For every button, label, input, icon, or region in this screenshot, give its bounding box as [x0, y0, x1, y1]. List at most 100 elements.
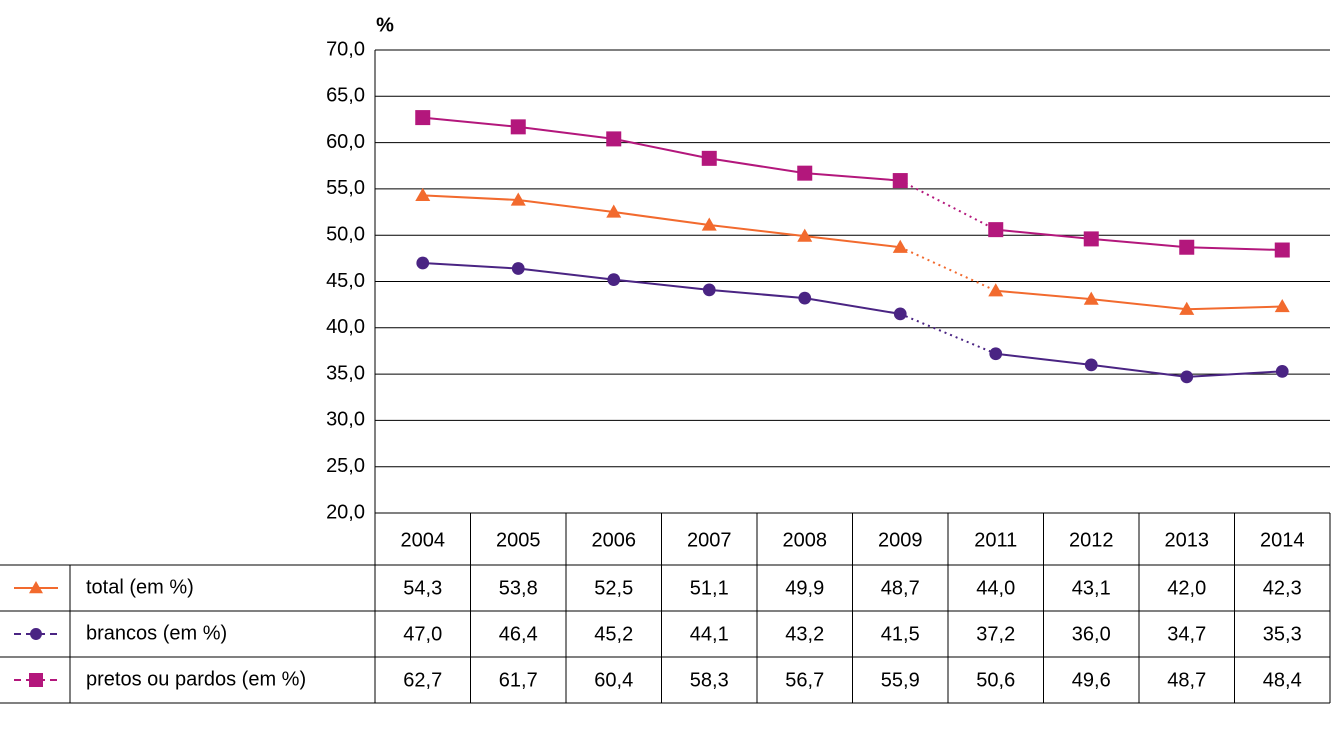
line-segment: [518, 125, 614, 140]
x-tick-label: 2006: [592, 529, 637, 551]
point: [510, 192, 526, 206]
point: [416, 256, 430, 270]
table-value: 55,9: [881, 669, 920, 691]
table-value: 37,2: [976, 623, 1015, 645]
point: [892, 239, 908, 253]
table-value: 54,3: [403, 577, 442, 599]
point: [1083, 291, 1099, 305]
x-tick-label: 2005: [496, 529, 541, 551]
line-segment: [613, 137, 710, 160]
line-segment: [422, 194, 519, 202]
line-segment: [709, 288, 805, 300]
table-value: 43,1: [1072, 577, 1111, 599]
table-value: 48,7: [881, 577, 920, 599]
table-value: 36,0: [1072, 623, 1111, 645]
point: [1275, 364, 1289, 378]
legend-marker: [29, 673, 43, 687]
x-tick-label: 2012: [1069, 529, 1114, 551]
table-value: 47,0: [403, 623, 442, 645]
line-segment: [804, 235, 901, 249]
line-segment: [995, 228, 1092, 240]
line-segment: [1186, 305, 1283, 311]
dotted-segment: [899, 246, 997, 292]
line-segment: [518, 199, 614, 214]
point: [1083, 231, 1099, 247]
point: [798, 291, 812, 305]
point: [607, 273, 621, 287]
point: [1274, 299, 1290, 313]
line-segment: [709, 224, 805, 238]
line-segment: [995, 289, 1092, 301]
y-tick-label: 30,0: [326, 409, 365, 431]
table-value: 50,6: [976, 669, 1015, 691]
x-tick-label: 2007: [687, 529, 732, 551]
y-tick-label: 25,0: [326, 455, 365, 477]
x-tick-label: 2008: [783, 529, 828, 551]
table-value: 49,6: [1072, 669, 1111, 691]
point: [606, 204, 622, 218]
line-segment: [1091, 237, 1187, 249]
point: [606, 131, 622, 147]
table-value: 56,7: [785, 669, 824, 691]
x-tick-label: 2004: [401, 529, 446, 551]
y-tick-label: 70,0: [326, 38, 365, 60]
table-value: 43,2: [785, 623, 824, 645]
line-segment: [518, 267, 614, 281]
line-segment: [422, 116, 519, 128]
legend-label: pretos ou pardos (em %): [86, 668, 306, 690]
table-value: 34,7: [1167, 623, 1206, 645]
line-segment: [709, 157, 805, 175]
point: [893, 307, 907, 321]
x-tick-label: 2014: [1260, 529, 1305, 551]
table-value: 62,7: [403, 669, 442, 691]
legend-label: total (em %): [86, 576, 194, 598]
legend-label: brancos (em %): [86, 622, 227, 644]
point: [702, 283, 716, 297]
dotted-segment: [899, 179, 997, 231]
y-tick-label: 55,0: [326, 177, 365, 199]
table-value: 61,7: [499, 669, 538, 691]
y-axis-label: %: [376, 14, 394, 36]
point: [701, 150, 717, 166]
point: [415, 187, 431, 202]
table-value: 49,9: [785, 577, 824, 599]
table-value: 46,4: [499, 623, 538, 645]
x-tick-label: 2011: [974, 529, 1017, 551]
point: [1274, 242, 1290, 258]
point: [1084, 358, 1098, 372]
table-value: 53,8: [499, 577, 538, 599]
table-value: 45,2: [594, 623, 633, 645]
table-value: 44,1: [690, 623, 729, 645]
x-tick-label: 2013: [1165, 529, 1210, 551]
point: [797, 165, 813, 181]
table-value: 44,0: [976, 577, 1015, 599]
table-value: 58,3: [690, 669, 729, 691]
line-segment: [1091, 363, 1187, 378]
point: [511, 262, 525, 275]
point: [510, 119, 526, 135]
line-segment: [422, 261, 519, 270]
y-tick-label: 40,0: [326, 316, 365, 338]
y-tick-label: 35,0: [326, 362, 365, 384]
table-value: 41,5: [881, 623, 920, 645]
line-segment: [613, 278, 710, 291]
x-tick-label: 2009: [878, 529, 923, 551]
point: [989, 347, 1003, 361]
table-value: 52,5: [594, 577, 633, 599]
y-tick-label: 45,0: [326, 270, 365, 292]
legend-marker: [30, 628, 42, 640]
point: [701, 217, 717, 231]
table-value: 51,1: [690, 577, 729, 599]
table-value: 48,4: [1263, 669, 1302, 691]
line-segment: [1186, 370, 1283, 378]
line-segment: [1091, 298, 1187, 311]
point: [1180, 370, 1194, 384]
point: [892, 173, 908, 189]
y-tick-label: 50,0: [326, 223, 365, 245]
point: [988, 222, 1004, 238]
table-value: 42,0: [1167, 577, 1206, 599]
point: [415, 110, 431, 126]
line-segment: [1186, 246, 1283, 252]
